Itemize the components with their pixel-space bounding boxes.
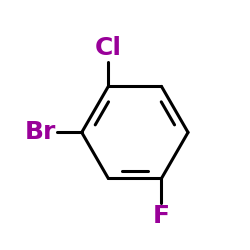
Text: F: F [153,204,170,229]
Text: Br: Br [24,120,56,144]
Text: Cl: Cl [95,36,122,60]
